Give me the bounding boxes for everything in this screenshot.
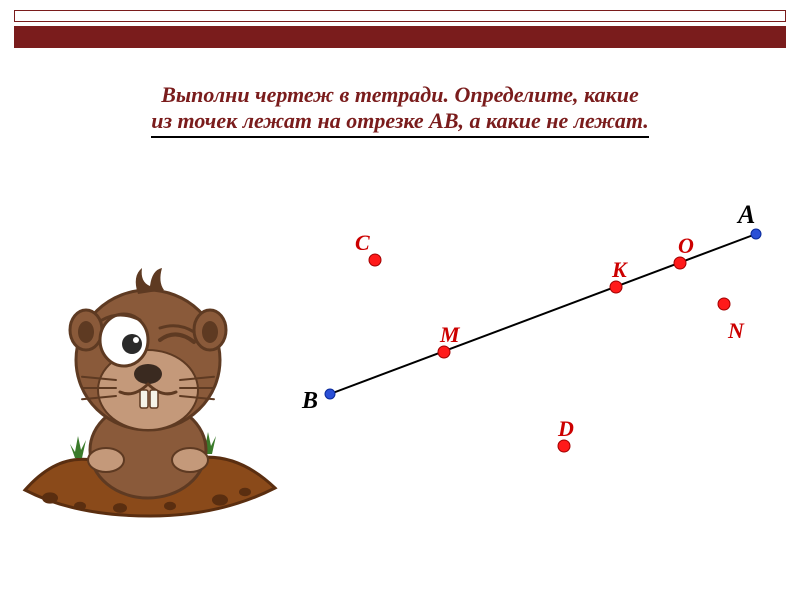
point-label-o: O xyxy=(678,233,694,259)
point-label-c: C xyxy=(355,230,370,256)
point-label-b: B xyxy=(302,388,318,415)
point-label-d: D xyxy=(558,416,574,442)
point-label-m: M xyxy=(440,322,460,348)
mascot-illustration xyxy=(20,240,280,520)
point-label-k: K xyxy=(612,257,627,283)
point-label-a: A xyxy=(738,200,755,230)
point-label-n: N xyxy=(728,318,744,344)
